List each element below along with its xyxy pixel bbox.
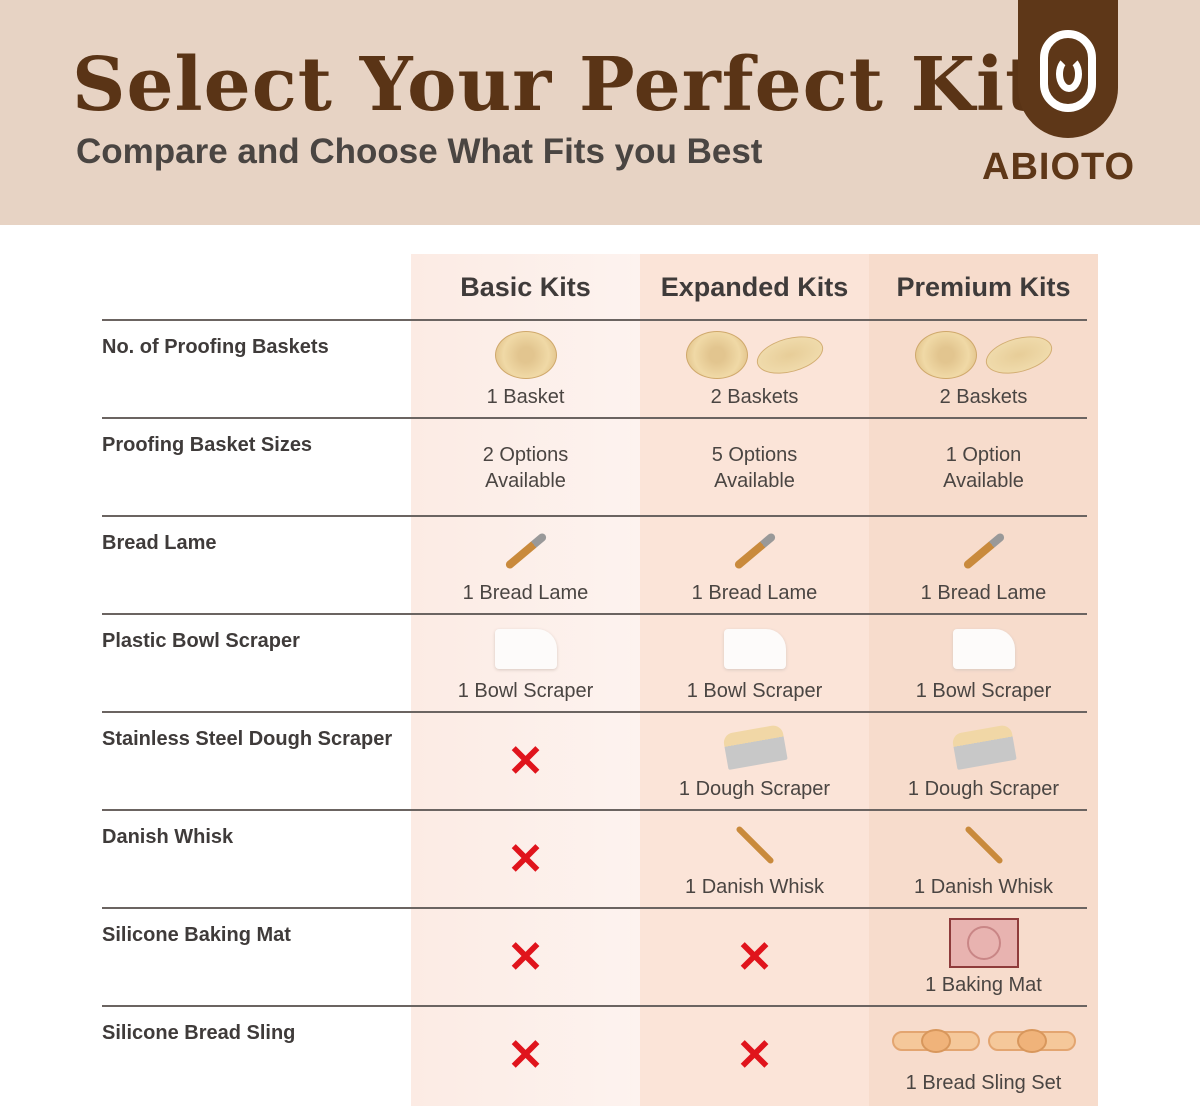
table-cell: 1 Bowl Scraper [869,614,1098,712]
cell-text: 5 Options Available [711,444,798,492]
cell-text: 1 Bowl Scraper [686,680,823,702]
table-cell: 1 Danish Whisk [869,810,1098,908]
cell-text: 1 Bread Sling Set [905,1072,1062,1094]
cross-icon: ✕ [507,933,544,982]
bread-lame-icon [869,526,1098,576]
table-cell: 1 Basket [411,320,640,418]
header-banner: Select Your Perfect Kit Compare and Choo… [0,0,1200,225]
cell-text: 2 Options Available [482,444,569,492]
row-label: Stainless Steel Dough Scraper [102,728,393,750]
table-cell: ✕ [640,1006,869,1104]
row-divider [102,1005,1087,1007]
column-basic [411,254,640,1106]
row-divider [102,907,1087,909]
row-label: Plastic Bowl Scraper [102,630,300,652]
column-header-premium: Premium Kits [896,272,1071,302]
cell-text: 1 Danish Whisk [685,876,824,898]
table-cell: 2 Options Available [411,418,640,516]
column-expanded [640,254,869,1106]
table-cell: ✕ [411,712,640,810]
dough-scraper-icon [640,722,869,772]
bowl-scraper-icon [869,624,1098,674]
cell-text: 1 Bowl Scraper [457,680,594,702]
danish-whisk-icon [640,820,869,870]
row-label: Danish Whisk [102,826,234,848]
bread-lame-icon [411,526,640,576]
cell-text: 1 Bread Lame [691,582,818,604]
cell-text: 2 Baskets [939,386,1028,408]
cell-text: 1 Bread Lame [920,582,1047,604]
cell-text: 1 Option Available [943,444,1024,492]
table-cell: 1 Bread Sling Set [869,1006,1098,1104]
cross-icon: ✕ [736,933,773,982]
row-divider [102,711,1087,713]
bread-lame-icon [640,526,869,576]
bowl-scraper-icon [640,624,869,674]
cell-text: 1 Dough Scraper [678,778,831,800]
table-cell: 2 Baskets [640,320,869,418]
table-cell: 1 Dough Scraper [640,712,869,810]
baking-mat-icon [869,918,1098,968]
table-cell: 2 Baskets [869,320,1098,418]
row-label: Proofing Basket Sizes [102,434,313,456]
cross-icon: ✕ [507,1031,544,1080]
round-and-oval-basket-icon [869,329,1098,381]
cell-text: 2 Baskets [710,386,799,408]
dough-scraper-icon [869,722,1098,772]
bread-sling-icon [869,1016,1098,1066]
column-header-expanded: Expanded Kits [660,272,849,302]
table-cell: 1 Dough Scraper [869,712,1098,810]
row-divider [102,417,1087,419]
table-cell: ✕ [411,1006,640,1104]
table-cell: 1 Danish Whisk [640,810,869,908]
page-subtitle: Compare and Choose What Fits you Best [76,132,763,171]
brand-logo-icon [1018,0,1118,138]
cross-icon: ✕ [507,737,544,786]
row-divider [102,515,1087,517]
table-cell: 1 Baking Mat [869,908,1098,1006]
table-cell: 1 Option Available [869,418,1098,516]
cross-icon: ✕ [507,835,544,884]
row-label: Bread Lame [102,532,217,554]
round-basket-icon [411,330,640,380]
table-cell: 1 Bowl Scraper [640,614,869,712]
table-cell: 5 Options Available [640,418,869,516]
cell-text: 1 Bowl Scraper [915,680,1052,702]
table-cell: ✕ [411,908,640,1006]
row-divider [102,319,1087,321]
row-label: Silicone Baking Mat [102,924,291,946]
row-divider [102,809,1087,811]
cell-text: 1 Danish Whisk [914,876,1053,898]
danish-whisk-icon [869,820,1098,870]
table-cell: 1 Bread Lame [869,516,1098,614]
table-cell: 1 Bread Lame [640,516,869,614]
cross-icon: ✕ [736,1031,773,1080]
page-title: Select Your Perfect Kit [72,42,1041,128]
table-cell: ✕ [640,908,869,1006]
table-cell: 1 Bowl Scraper [411,614,640,712]
row-label: No. of Proofing Baskets [102,336,329,358]
round-and-oval-basket-icon [640,329,869,381]
column-header-basic: Basic Kits [460,272,591,302]
cell-text: 1 Basket [486,386,565,408]
row-divider [102,613,1087,615]
row-label: Silicone Bread Sling [102,1022,296,1044]
cell-text: 1 Bread Lame [462,582,589,604]
cell-text: 1 Baking Mat [925,974,1042,996]
table-cell: ✕ [411,810,640,908]
bowl-scraper-icon [411,624,640,674]
cell-text: 1 Dough Scraper [907,778,1060,800]
brand-name: ABIOTO [982,146,1136,188]
table-cell: 1 Bread Lame [411,516,640,614]
